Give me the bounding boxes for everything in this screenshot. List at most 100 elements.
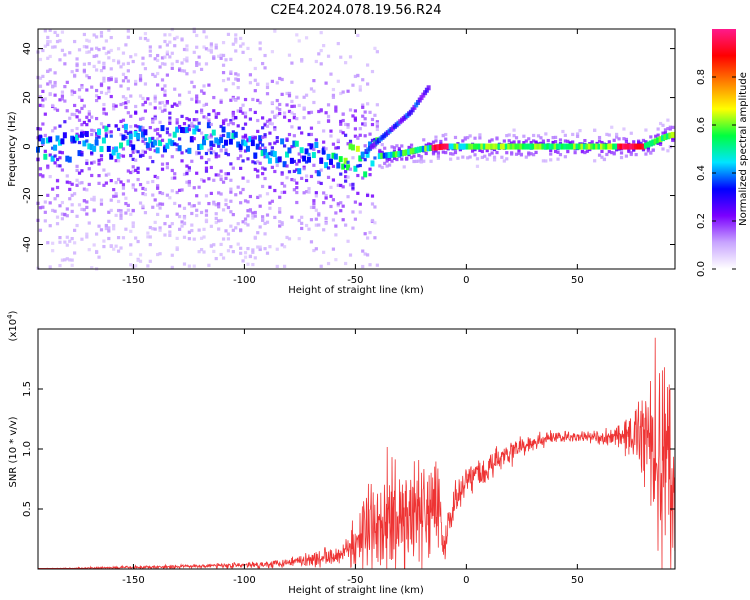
heatmap-cell (527, 153, 531, 157)
heatmap-cell (175, 35, 179, 39)
heatmap-cell (209, 44, 213, 48)
heatmap-cell (239, 44, 243, 48)
heatmap-cell (282, 190, 287, 194)
heatmap-cell (202, 30, 206, 34)
heatmap-ridge-cell (426, 145, 431, 152)
heatmap-cell (263, 135, 267, 139)
heatmap-cell (102, 111, 106, 115)
heatmap-cell (319, 264, 323, 268)
heatmap-cell (143, 36, 148, 41)
heatmap-ridge-cell (619, 143, 624, 150)
heatmap-cell (51, 208, 55, 213)
heatmap-ridge-cell (487, 143, 492, 150)
colorbar-tick-label: 0.6 (696, 117, 707, 133)
heatmap-cell (273, 126, 277, 130)
heatmap-cell (121, 192, 126, 196)
heatmap-cell (268, 206, 272, 210)
heatmap-cell (285, 103, 289, 107)
heatmap-cell (556, 150, 560, 154)
heatmap-ridge-cell (277, 156, 282, 163)
heatmap-cell (607, 133, 611, 137)
heatmap-cell (82, 120, 86, 125)
heatmap-ridge-cell (109, 153, 114, 160)
heatmap-cell (207, 83, 211, 87)
heatmap-cell (131, 157, 135, 161)
heatmap-cell (48, 80, 52, 84)
heatmap-cell (55, 108, 60, 112)
heatmap-cell (351, 186, 355, 190)
heatmap-ridge-cell (463, 143, 468, 150)
heatmap-cell (221, 71, 226, 75)
y-tick-label: 40 (22, 42, 33, 55)
heatmap-cell (168, 40, 172, 44)
heatmap-cell (534, 150, 538, 155)
heatmap-cell (134, 110, 138, 114)
heatmap-cell (70, 140, 74, 144)
heatmap-cell (261, 217, 265, 222)
heatmap-cell (151, 136, 155, 141)
heatmap-cell (251, 160, 255, 164)
heatmap-cell (624, 140, 628, 144)
heatmap-cell (107, 219, 111, 223)
heatmap-cell (326, 261, 331, 266)
heatmap-cell (141, 135, 145, 140)
heatmap-cell (270, 100, 274, 105)
heatmap-ridge-cell (221, 126, 226, 133)
heatmap-ridge-cell (265, 152, 270, 159)
heatmap-ridge-cell (546, 143, 551, 150)
heatmap-cell (148, 225, 152, 230)
heatmap-ridge-cell (438, 143, 443, 150)
heatmap-cell (85, 205, 89, 210)
heatmap-cell (243, 133, 248, 137)
heatmap-cell (212, 109, 216, 113)
heatmap-cell (38, 84, 43, 88)
heatmap-cell (121, 62, 126, 66)
heatmap-cell (77, 203, 82, 207)
heatmap-cell (85, 232, 89, 236)
heatmap-cell (168, 111, 172, 115)
heatmap-cell (615, 135, 619, 139)
heatmap-cell (126, 179, 130, 183)
heatmap-cell (53, 93, 57, 97)
heatmap-cell (353, 134, 357, 138)
heatmap-cell (226, 205, 231, 210)
heatmap-cell (231, 212, 235, 217)
heatmap-cell (275, 264, 279, 269)
heatmap-cell (160, 87, 165, 91)
heatmap-cell (361, 78, 365, 82)
heatmap-cell (336, 203, 340, 208)
heatmap-ridge-cell (502, 143, 507, 150)
heatmap-cell (165, 101, 169, 105)
heatmap-cell (75, 109, 79, 113)
heatmap-cell (151, 117, 155, 121)
heatmap-ridge-cell (629, 143, 634, 150)
heatmap-ridge-cell (341, 163, 346, 170)
heatmap-cell (156, 127, 160, 132)
heatmap-cell (290, 104, 294, 109)
heatmap-ridge-cell (94, 139, 99, 146)
heatmap-cell (449, 152, 453, 156)
heatmap-cell (99, 90, 104, 95)
heatmap-cell (92, 54, 96, 59)
heatmap-ridge-cell (77, 150, 82, 157)
heatmap-cell (41, 142, 45, 147)
heatmap-cell (141, 128, 145, 133)
heatmap-cell (63, 53, 67, 57)
heatmap-ridge-cell (365, 151, 370, 158)
heatmap-cell (104, 51, 108, 56)
heatmap-ridge-cell (504, 143, 509, 150)
heatmap-ridge-cell (416, 146, 421, 153)
heatmap-cell (224, 229, 228, 233)
heatmap-cell (102, 46, 106, 50)
heatmap-cell (134, 82, 138, 86)
heatmap-cell (248, 208, 253, 212)
heatmap-cell (58, 150, 62, 154)
heatmap-ridge-cell (311, 152, 316, 159)
heatmap-cell (41, 104, 45, 108)
heatmap-cell (600, 140, 604, 145)
heatmap-cell (68, 258, 72, 262)
heatmap-ridge-cell (568, 143, 573, 150)
heatmap-cell (207, 158, 211, 162)
snr-scale-label: (x104) (6, 310, 19, 341)
heatmap-cell (73, 73, 77, 77)
